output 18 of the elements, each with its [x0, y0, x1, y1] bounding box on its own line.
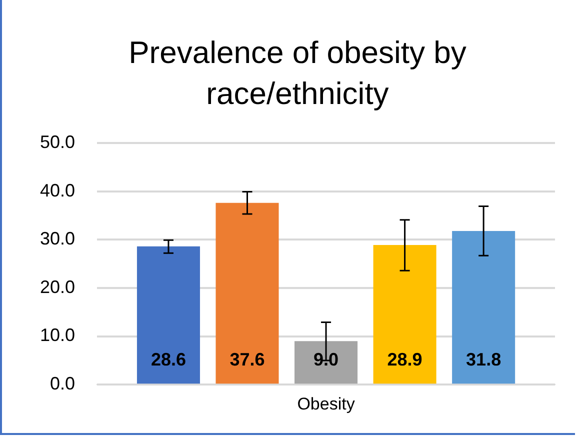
y-tick-label: 0.0 — [50, 374, 76, 394]
bar — [294, 341, 358, 384]
y-tick-label: 40.0 — [40, 180, 76, 200]
data-label: 28.6 — [150, 350, 186, 370]
bar — [373, 244, 436, 384]
x-tick-label: Obesity — [297, 394, 356, 414]
chart-title: Prevalence of obesity by race/ethnicity — [128, 34, 468, 113]
bar — [452, 230, 516, 384]
bar — [136, 246, 200, 384]
data-label: 9.0 — [314, 350, 339, 370]
y-tick-label: 30.0 — [40, 228, 76, 249]
data-label: 31.8 — [466, 350, 502, 370]
data-label: 28.9 — [387, 350, 422, 370]
y-tick-label: 10.0 — [40, 325, 76, 346]
y-tick-label: 50.0 — [40, 132, 76, 152]
y-tick-label: 20.0 — [40, 276, 76, 297]
data-label: 37.6 — [230, 350, 265, 370]
bar — [216, 202, 279, 384]
